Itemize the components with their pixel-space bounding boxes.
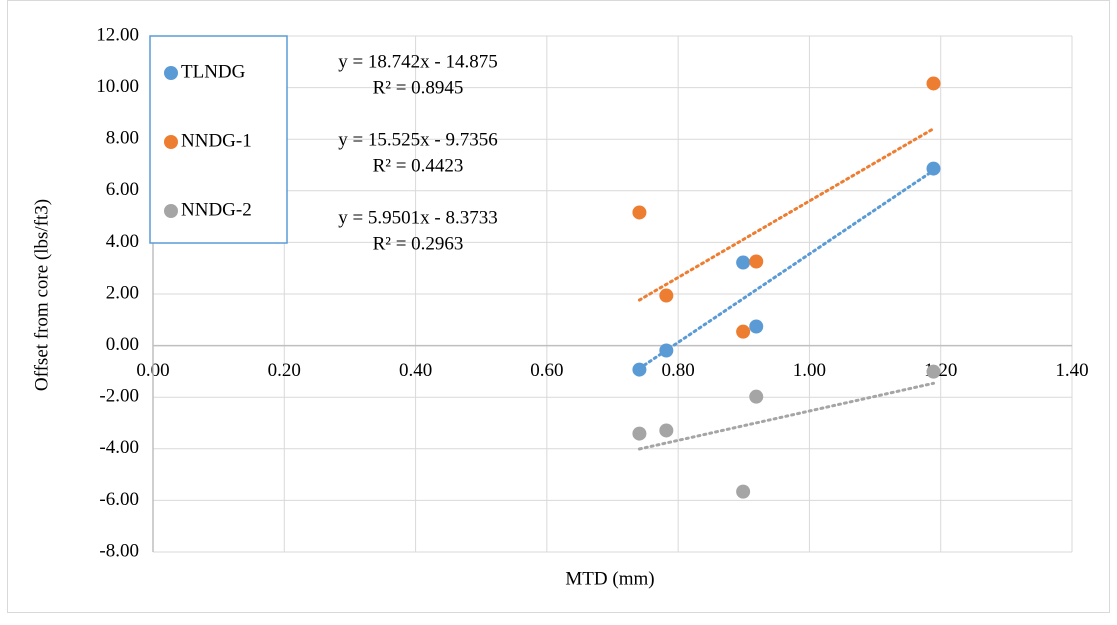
trendline (637, 127, 935, 302)
x-tick-label: 0.20 (268, 360, 301, 381)
trendline (637, 168, 935, 370)
point (659, 343, 674, 358)
trendline-r-squared: R² = 0.4423 (373, 155, 464, 176)
point (749, 254, 764, 269)
point (736, 484, 751, 499)
trendline-equation: y = 18.742x - 14.875 (338, 51, 498, 72)
y-tick-label: 6.00 (106, 179, 139, 200)
y-tick-label: -2.00 (99, 386, 139, 407)
x-tick-label: 1.00 (793, 360, 826, 381)
point (659, 423, 674, 438)
y-tick-label: -8.00 (99, 540, 139, 561)
point (632, 205, 647, 220)
legend-label: NNDG-2 (181, 199, 252, 220)
x-tick-label: 1.40 (1055, 360, 1088, 381)
x-tick-label: 0.40 (399, 360, 432, 381)
point (749, 389, 764, 404)
y-tick-label: 10.00 (96, 76, 139, 97)
x-tick-label: 0.60 (530, 360, 563, 381)
point (632, 426, 647, 441)
legend-marker (164, 204, 178, 218)
y-tick-label: 0.00 (106, 334, 139, 355)
y-tick-label: -6.00 (99, 489, 139, 510)
point (736, 255, 751, 270)
point (736, 324, 751, 339)
trendline (637, 381, 935, 451)
trendline-r-squared: R² = 0.8945 (373, 77, 464, 98)
legend-marker (164, 135, 178, 149)
y-axis-title: Offset from core (lbs/ft3) (31, 199, 52, 391)
legend-label: NNDG-1 (181, 130, 252, 151)
point (926, 76, 941, 91)
y-tick-label: -4.00 (99, 437, 139, 458)
y-tick-label: 12.00 (96, 24, 139, 45)
legend-marker (164, 66, 178, 80)
y-tick-label: 8.00 (106, 128, 139, 149)
x-tick-label: 0.80 (662, 360, 695, 381)
x-axis-title: MTD (mm) (565, 568, 654, 589)
y-tick-label: 2.00 (106, 282, 139, 303)
y-tick-label: 4.00 (106, 231, 139, 252)
legend-label: TLNDG (181, 61, 246, 82)
point (659, 288, 674, 303)
trendline-equation: y = 5.9501x - 8.3733 (338, 207, 498, 228)
trendline-r-squared: R² = 0.2963 (373, 233, 464, 254)
point (926, 161, 941, 176)
point (926, 364, 941, 379)
point (632, 362, 647, 377)
point (749, 319, 764, 334)
trendline-equation: y = 15.525x - 9.7356 (338, 129, 498, 150)
